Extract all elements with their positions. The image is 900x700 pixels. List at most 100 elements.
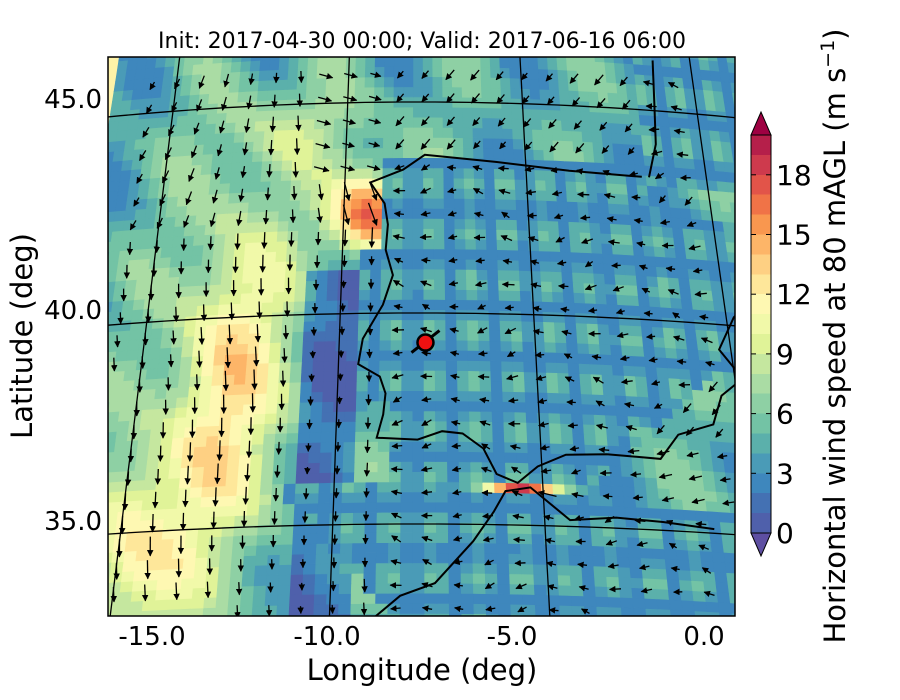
field-cell <box>155 588 170 601</box>
wind-vector <box>575 142 585 154</box>
field-cell <box>376 501 390 513</box>
field-cell <box>679 127 692 139</box>
field-cell <box>413 106 424 118</box>
field-cell <box>278 371 291 384</box>
field-cell <box>699 359 713 372</box>
field-cell <box>52 475 65 486</box>
field-cell <box>401 380 414 392</box>
wind-vector <box>534 351 545 359</box>
field-cell <box>285 250 298 262</box>
field-cell <box>703 580 718 593</box>
wind-vector <box>567 422 578 429</box>
wind-vector <box>648 126 660 133</box>
x-tick-label: 0.0 <box>683 622 724 652</box>
wind-vector <box>509 444 521 451</box>
field-cell <box>702 480 717 492</box>
field-cell <box>79 614 93 625</box>
wind-vector <box>578 585 589 592</box>
field-cell <box>482 471 495 483</box>
field-cell <box>108 210 116 223</box>
field-cell <box>735 173 747 184</box>
field-cell <box>581 565 595 577</box>
field-cell <box>120 40 131 51</box>
field-cell <box>93 282 105 293</box>
field-cell <box>239 181 251 193</box>
field-cell <box>137 258 151 270</box>
wind-vector <box>550 166 561 174</box>
wind-vector <box>171 102 178 113</box>
field-cell <box>492 421 505 433</box>
field-cell <box>130 238 143 251</box>
wind-vector <box>548 118 557 129</box>
field-cell <box>379 319 392 331</box>
wind-vector <box>452 535 463 542</box>
field-cell <box>228 585 243 598</box>
field-cell <box>239 605 254 616</box>
field-cell <box>676 267 690 280</box>
field-cell <box>558 89 570 101</box>
field-cell <box>248 191 261 203</box>
field-cell <box>780 386 793 397</box>
field-cell <box>320 441 333 453</box>
field-cell <box>110 100 123 112</box>
field-cell <box>527 442 540 454</box>
field-cell <box>532 563 547 575</box>
field-cell <box>340 198 352 210</box>
field-cell <box>445 349 458 361</box>
field-cell <box>301 169 313 181</box>
field-cell <box>402 197 414 209</box>
field-cell <box>342 461 356 473</box>
field-cell <box>600 505 614 517</box>
field-cell <box>569 241 582 253</box>
wind-vector <box>625 424 637 432</box>
field-cell <box>248 474 262 486</box>
field-cell <box>70 434 83 445</box>
field-cell <box>288 209 301 222</box>
wind-vector <box>447 210 457 217</box>
field-cell <box>699 550 714 563</box>
field-cell <box>669 387 683 400</box>
field-cell <box>513 148 525 160</box>
field-cell <box>278 58 290 71</box>
field-cell <box>605 424 619 437</box>
field-cell <box>566 201 579 213</box>
field-cell <box>641 335 655 348</box>
field-cell <box>271 483 285 495</box>
field-cell <box>252 140 265 152</box>
field-cell <box>326 289 339 301</box>
field-cell <box>117 601 132 613</box>
field-cell <box>267 210 280 222</box>
wind-vector <box>535 374 547 382</box>
field-cell <box>669 206 682 219</box>
field-cell <box>73 574 87 585</box>
field-cell <box>587 484 601 496</box>
field-cell <box>196 415 210 428</box>
field-cell <box>642 345 656 358</box>
wind-vector <box>172 306 180 323</box>
field-cell <box>178 94 191 107</box>
field-cell <box>572 271 585 284</box>
field-cell <box>151 508 166 521</box>
colorbar-tick-label: 6 <box>776 398 794 431</box>
field-cell <box>183 547 198 559</box>
field-cell <box>610 122 622 134</box>
field-cell <box>256 90 269 102</box>
field-cell <box>472 572 486 584</box>
field-cell <box>455 299 468 311</box>
field-cell <box>224 484 238 497</box>
field-cell <box>198 516 212 528</box>
wind-vector <box>136 173 143 184</box>
field-cell <box>270 493 284 505</box>
wind-vector <box>200 304 208 322</box>
field-cell <box>631 133 643 146</box>
wind-vector <box>666 519 675 526</box>
field-cell <box>201 485 215 498</box>
field-cell <box>461 76 473 88</box>
field-cell <box>572 282 585 294</box>
field-cell <box>120 99 133 112</box>
field-cell <box>279 553 293 566</box>
field-cell <box>382 137 394 149</box>
field-cell <box>633 365 647 378</box>
field-cell <box>679 207 693 220</box>
field-cell <box>346 350 359 362</box>
